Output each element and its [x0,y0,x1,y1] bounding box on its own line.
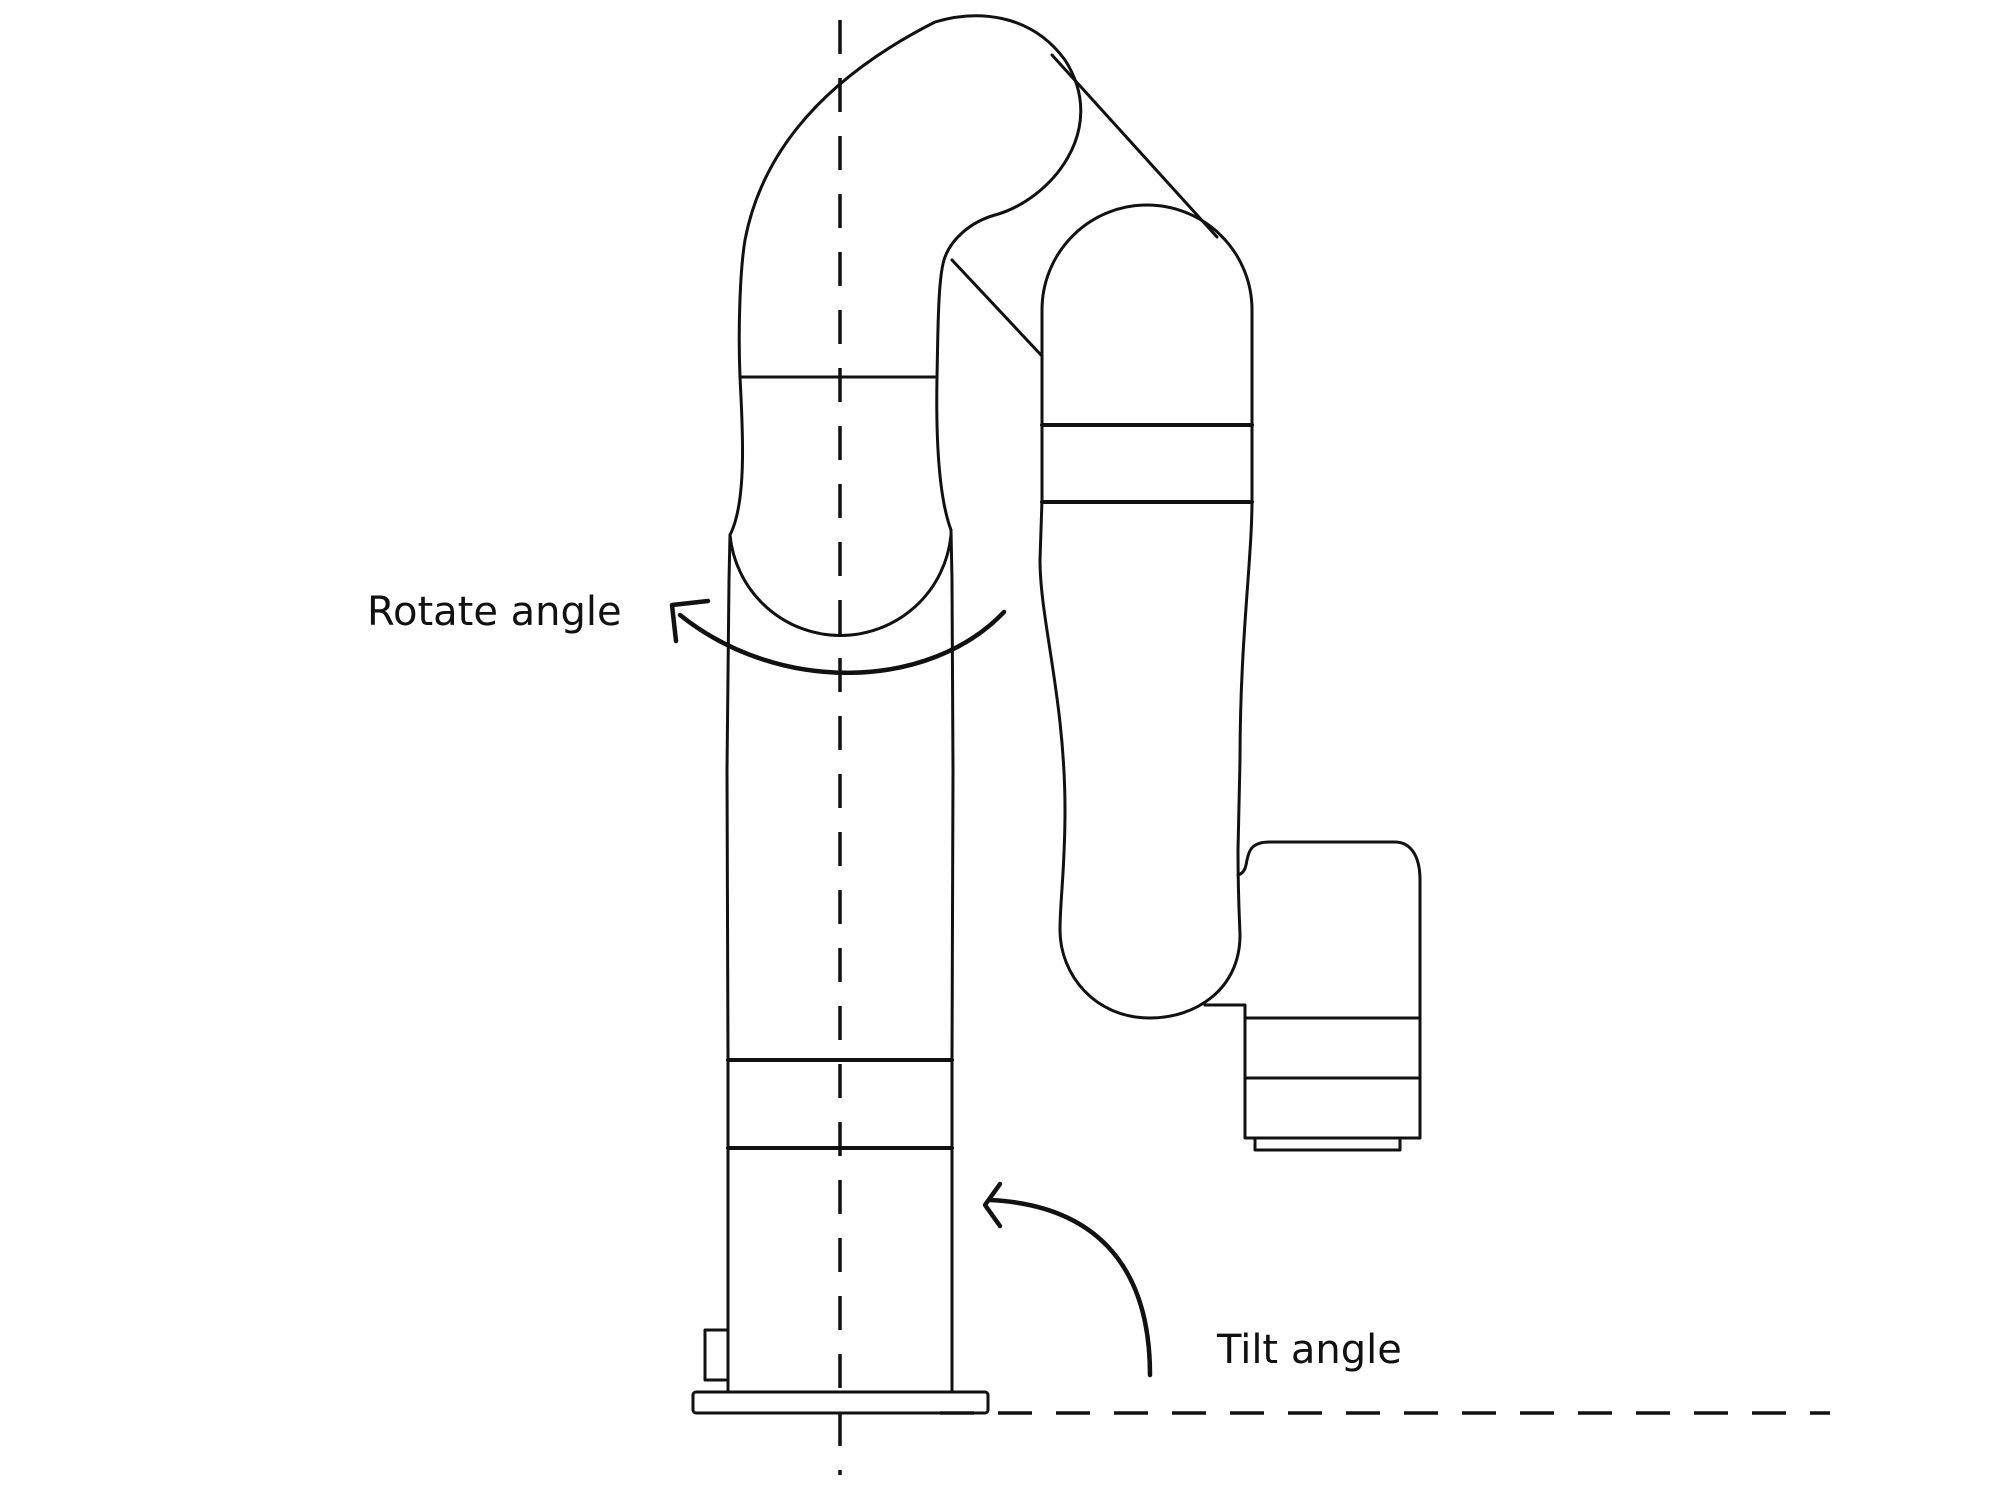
wrist-housing [1203,840,1422,1140]
rotate-angle-label: Rotate angle [367,589,622,635]
tilt-arrow-head [982,1181,1003,1229]
forearm-link [1038,203,1254,1020]
elbow-link-bottom [950,258,1044,358]
rotate-arrow-head [669,598,711,644]
upper-arm-link [728,14,1083,537]
rotate-angle-indicator: Rotate angle [367,589,1007,675]
robot-arm [691,14,1422,1415]
base-connector [703,1328,730,1382]
tilt-angle-indicator: Tilt angle [982,1181,1402,1378]
lower-arm-link [725,528,955,1062]
tool-flange [1253,1136,1402,1152]
base-column [726,1058,954,1394]
tilt-angle-label: Tilt angle [1216,1327,1402,1373]
shoulder-joint [728,533,953,637]
rotate-arc [677,609,1007,675]
base-plate [691,1390,990,1415]
elbow-link-top [1050,53,1219,239]
tilt-arc [987,1197,1153,1378]
